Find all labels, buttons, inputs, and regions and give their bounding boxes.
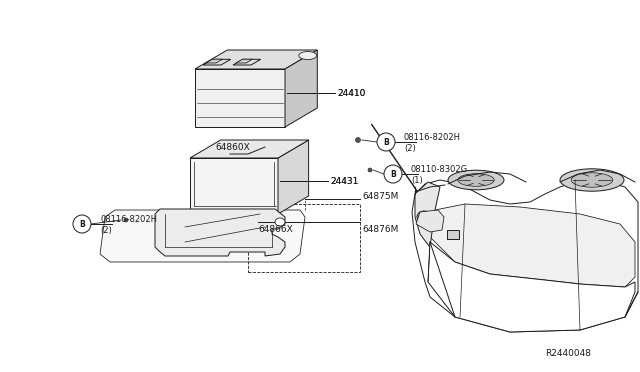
Ellipse shape	[377, 133, 395, 151]
Text: 64876M: 64876M	[362, 224, 398, 234]
Ellipse shape	[355, 138, 360, 142]
Text: 64875M: 64875M	[362, 192, 398, 201]
Text: 64860X: 64860X	[215, 142, 250, 151]
Polygon shape	[190, 158, 278, 214]
Ellipse shape	[448, 170, 504, 190]
Text: R2440048: R2440048	[545, 350, 591, 359]
Text: (2): (2)	[404, 144, 416, 153]
Text: 24431: 24431	[330, 176, 358, 186]
Polygon shape	[430, 204, 635, 287]
Text: (2): (2)	[100, 225, 112, 234]
Polygon shape	[412, 180, 638, 332]
Text: B: B	[383, 138, 389, 147]
Text: B: B	[390, 170, 396, 179]
Polygon shape	[415, 182, 440, 247]
Ellipse shape	[384, 165, 402, 183]
Polygon shape	[416, 210, 444, 232]
Ellipse shape	[571, 173, 612, 187]
Ellipse shape	[458, 174, 494, 186]
Text: B: B	[79, 219, 85, 228]
Ellipse shape	[124, 218, 128, 222]
Polygon shape	[447, 230, 459, 239]
Text: 24410: 24410	[337, 89, 365, 97]
Bar	[248, 204, 360, 272]
Text: 24431: 24431	[330, 176, 358, 186]
Polygon shape	[428, 242, 635, 332]
Polygon shape	[278, 140, 308, 214]
Ellipse shape	[417, 211, 431, 223]
Polygon shape	[233, 59, 260, 65]
Polygon shape	[100, 210, 305, 262]
Ellipse shape	[299, 52, 317, 60]
Polygon shape	[236, 59, 252, 63]
Text: 08116-8202H: 08116-8202H	[404, 132, 461, 141]
Polygon shape	[206, 59, 223, 63]
Ellipse shape	[73, 215, 91, 233]
Text: 08110-8302G: 08110-8302G	[411, 164, 468, 173]
Ellipse shape	[275, 218, 285, 226]
Text: 24410: 24410	[337, 89, 365, 97]
Polygon shape	[285, 50, 317, 127]
Polygon shape	[190, 140, 308, 158]
Ellipse shape	[368, 168, 372, 172]
Polygon shape	[203, 59, 230, 65]
Text: (1): (1)	[411, 176, 423, 185]
Polygon shape	[195, 50, 317, 69]
Ellipse shape	[560, 169, 624, 191]
Text: 64866X: 64866X	[258, 224, 292, 234]
Polygon shape	[155, 209, 285, 256]
Text: 08116-8202H: 08116-8202H	[100, 215, 157, 224]
Polygon shape	[195, 69, 285, 127]
